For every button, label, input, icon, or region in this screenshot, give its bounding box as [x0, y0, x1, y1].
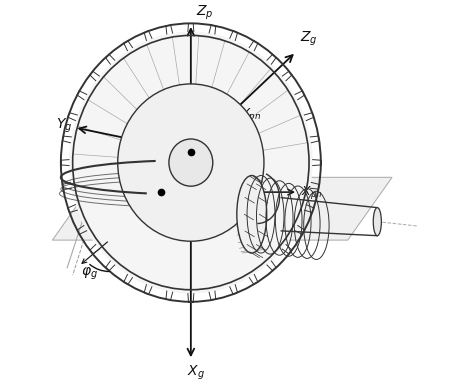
- Text: $\omega_g$: $\omega_g$: [165, 201, 182, 216]
- Text: $O_g$: $O_g$: [163, 126, 182, 144]
- Ellipse shape: [237, 176, 267, 253]
- Text: $E$: $E$: [141, 156, 152, 169]
- Text: $X_g$: $X_g$: [187, 364, 205, 382]
- Polygon shape: [53, 177, 392, 240]
- Text: $X_{pn}$: $X_{pn}$: [301, 184, 322, 201]
- Text: $\varphi_g$: $\varphi_g$: [81, 265, 98, 281]
- Ellipse shape: [69, 32, 313, 294]
- Ellipse shape: [373, 208, 382, 236]
- Text: $Y_{pn}$: $Y_{pn}$: [241, 106, 261, 123]
- Ellipse shape: [118, 84, 264, 241]
- Text: $O_{pn}$: $O_{pn}$: [133, 199, 158, 218]
- Text: $Z_g$: $Z_g$: [300, 30, 318, 48]
- Text: $\omega_{pn}$: $\omega_{pn}$: [165, 169, 188, 184]
- Text: $Z_p$: $Z_p$: [196, 4, 214, 22]
- Text: $Y_g$: $Y_g$: [56, 117, 73, 135]
- Ellipse shape: [169, 139, 213, 186]
